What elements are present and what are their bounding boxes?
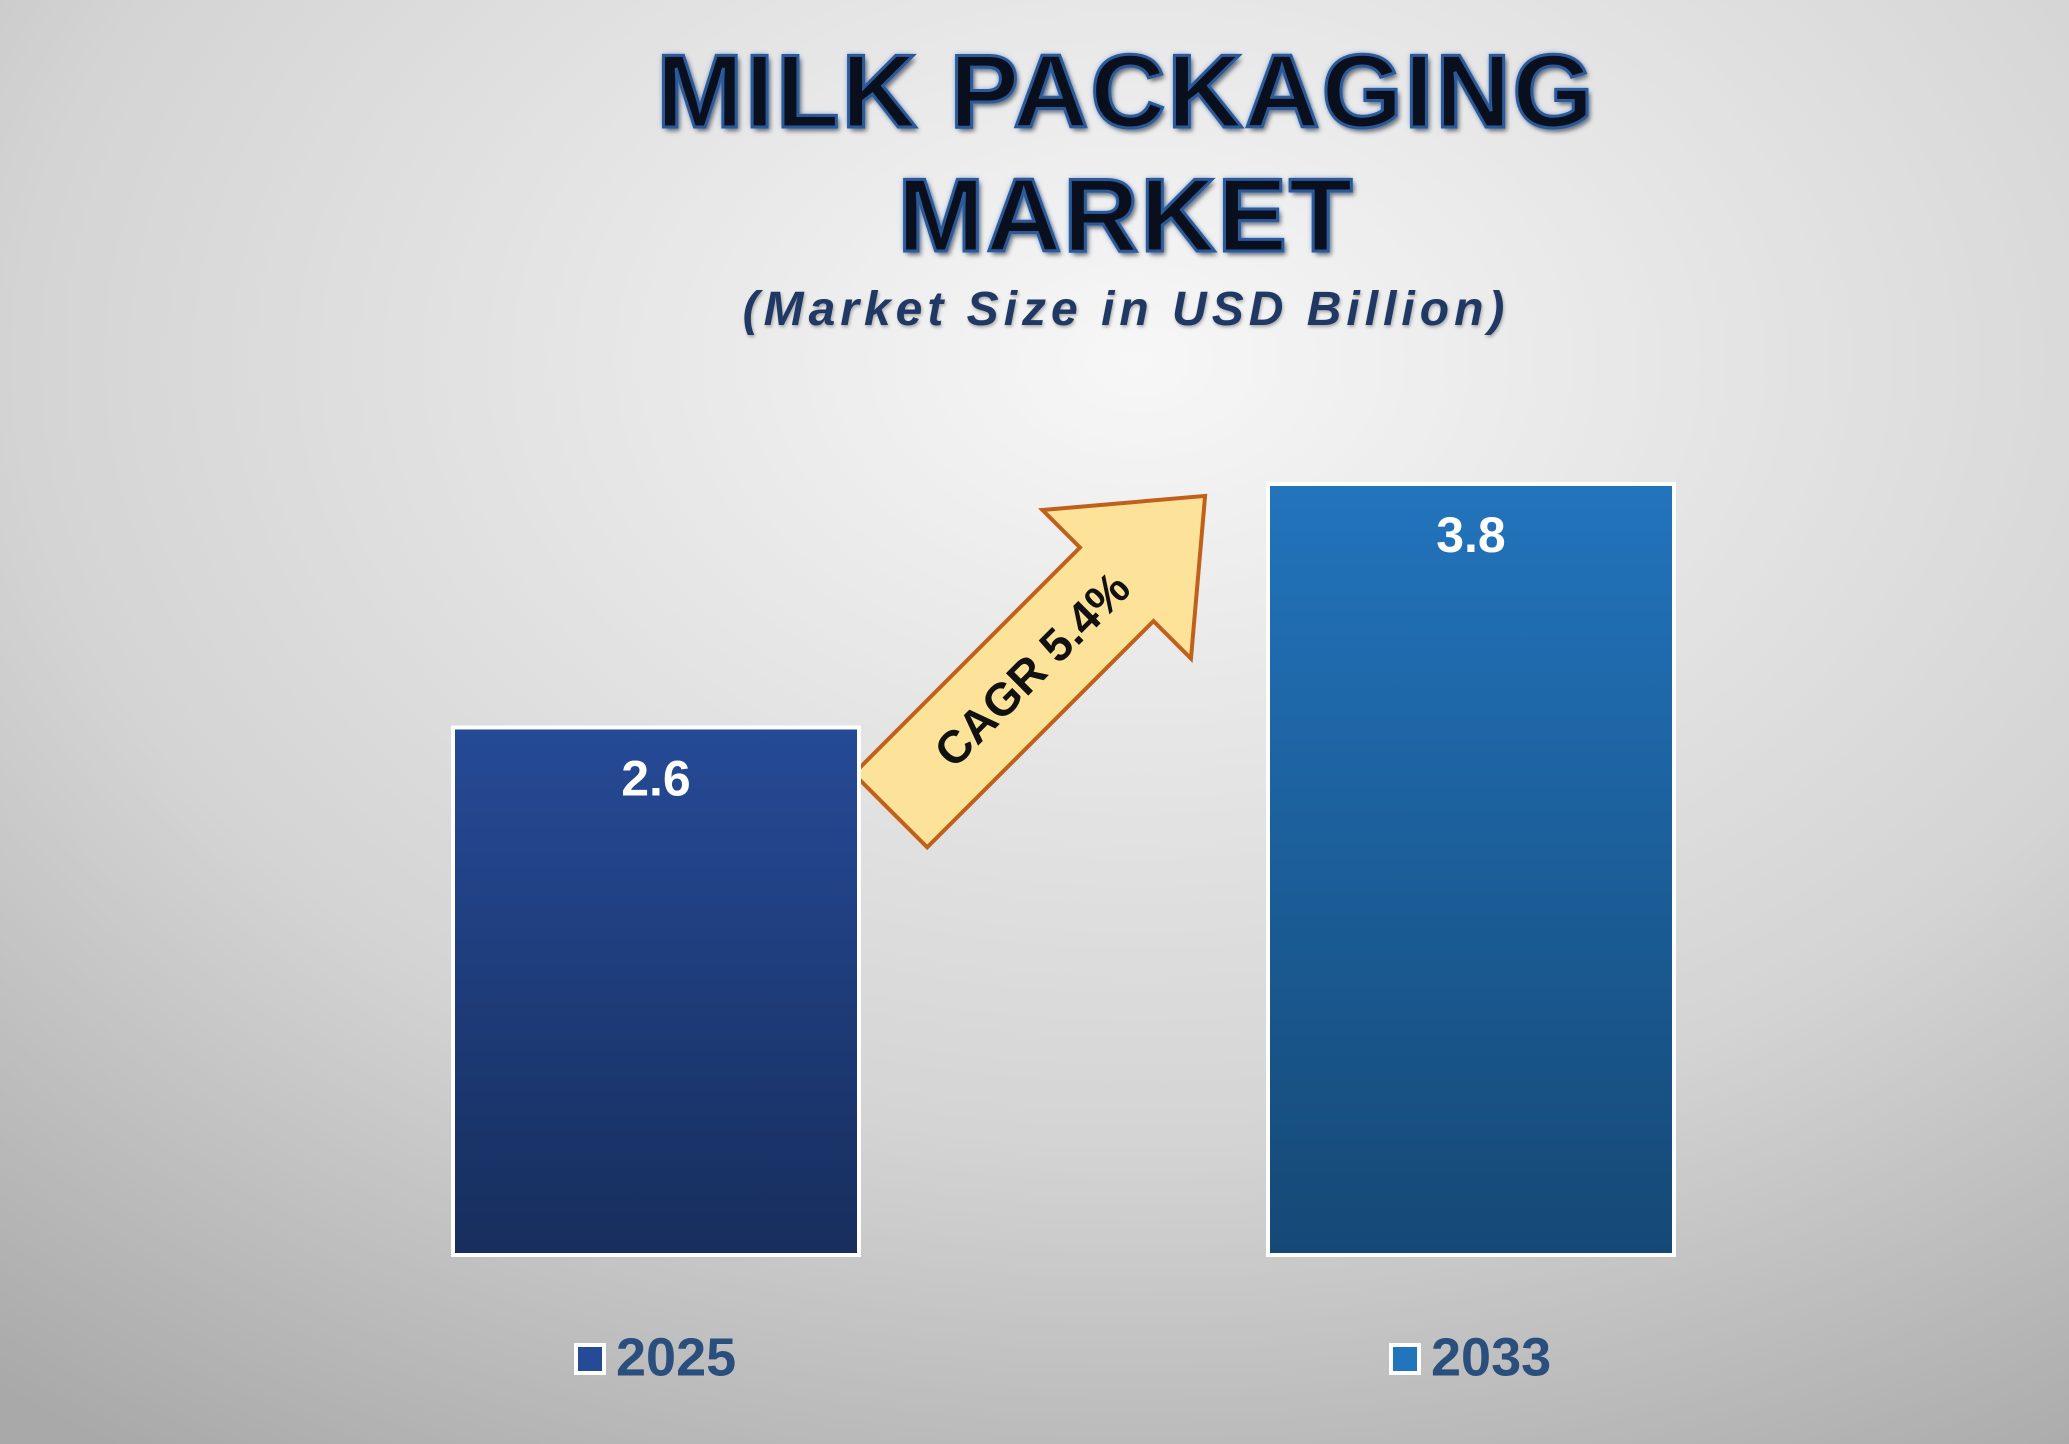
legend-swatch (574, 1343, 606, 1375)
value-label: 3.8 (1436, 507, 1506, 563)
value-label: 2.6 (621, 751, 691, 807)
legend-label: 2033 (1431, 1327, 1551, 1387)
legend-label: 2025 (616, 1327, 736, 1387)
legend-swatch (1389, 1343, 1421, 1375)
arrow-shape (850, 493, 1208, 851)
bar (451, 725, 861, 1257)
chart-title: MILK PACKAGING MARKET (655, 33, 1596, 276)
bar (1266, 482, 1676, 1257)
chart-subtitle: (Market Size in USD Billion) (742, 283, 1510, 336)
